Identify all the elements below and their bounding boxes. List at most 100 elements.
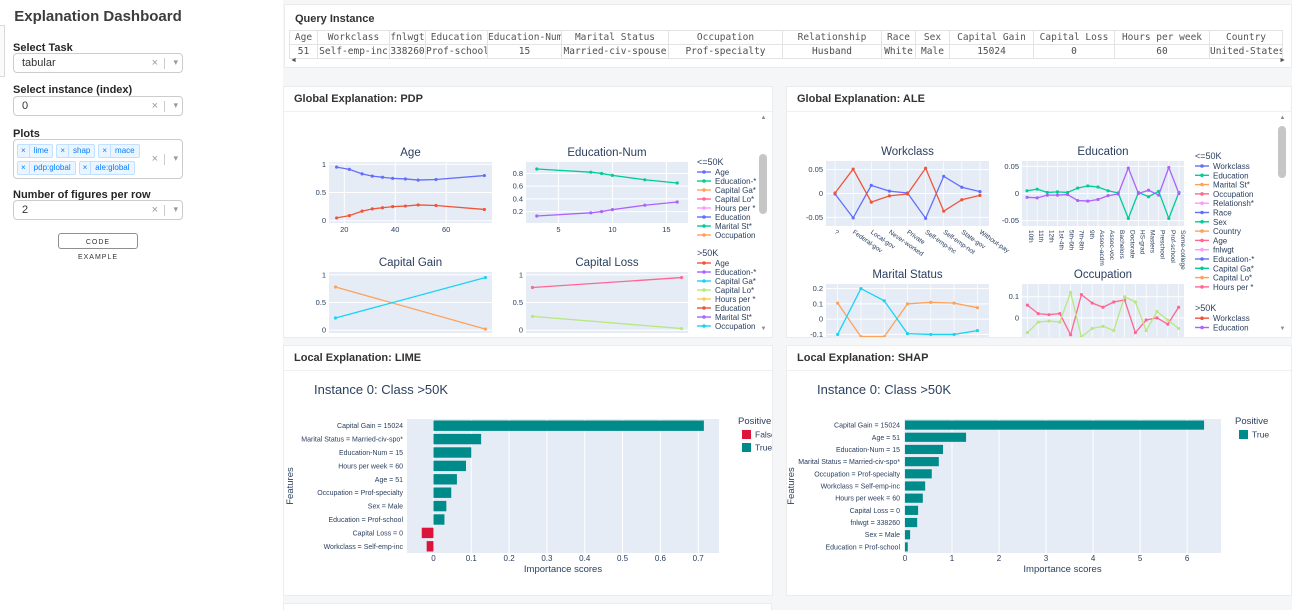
table-cell[interactable]: Male	[915, 44, 950, 59]
shap-chart-svg[interactable]: 0 1 2 3 4 5 6 Capital Gain = 15024 Age = 51 Educa…	[787, 370, 1291, 595]
chart-text: 0.2	[504, 554, 516, 563]
chart-text: False	[755, 430, 772, 440]
table-cell[interactable]: 51	[289, 44, 318, 59]
scroll-down-icon[interactable]: ▼	[1279, 326, 1286, 332]
lime-chart-svg[interactable]: 0 0.1 0.2 0.3 0.4 0.5 0.6 0.7 Capital Gain = 150…	[284, 370, 772, 595]
importance-bar[interactable]	[433, 447, 472, 458]
scroll-up-icon[interactable]: ▲	[760, 115, 767, 121]
plots-multiselect[interactable]: × lime × shap × mace × pdp:global × ale:global × …	[13, 139, 183, 179]
chart-text: 0.05	[1004, 162, 1019, 171]
remove-tag-icon[interactable]: ×	[80, 162, 92, 174]
table-column-header: Education-Num	[487, 30, 562, 45]
table-cell[interactable]: United-States	[1209, 44, 1283, 59]
chart-text: Race	[1213, 209, 1232, 218]
scroll-right-icon[interactable]: ►	[1279, 57, 1286, 64]
table-cell[interactable]: Husband	[782, 44, 882, 59]
pdp-panel-title: Global Explanation: PDP	[294, 93, 423, 105]
legend-swatch[interactable]	[742, 443, 751, 452]
clear-icon[interactable]: ×	[151, 204, 158, 216]
ale-scrollbar[interactable]: ▲ ▼	[1277, 114, 1288, 334]
plot-tag[interactable]: × shap	[56, 144, 96, 158]
remove-tag-icon[interactable]: ×	[18, 162, 30, 174]
table-column-header: Marital Status	[561, 30, 669, 45]
table-cell[interactable]: 0	[1033, 44, 1115, 59]
chart-text: 15	[662, 225, 670, 234]
select-instance-dropdown[interactable]: 0 × ▾	[13, 96, 183, 116]
plot-tag[interactable]: × ale:global	[78, 161, 135, 175]
clear-icon[interactable]: ×	[151, 100, 158, 112]
table-cell[interactable]: 338260	[389, 44, 426, 59]
importance-bar[interactable]	[904, 481, 926, 491]
importance-bar[interactable]	[433, 514, 445, 525]
importance-bar[interactable]	[904, 457, 939, 467]
remove-tag-icon[interactable]: ×	[57, 145, 70, 157]
chart-text: Age = 51	[375, 477, 403, 484]
table-cell[interactable]: Married-civ-spouse	[561, 44, 669, 59]
pdp-chart-area[interactable]: 0 0.5 1 20 40 60 Age 0.2 0.4 0.6 0.8 5 10 15 Education…	[284, 111, 772, 337]
table-cell[interactable]: Self-emp-inc	[317, 44, 390, 59]
importance-bar[interactable]	[904, 469, 932, 479]
chart-text: 1	[322, 160, 326, 169]
chart-text: True	[755, 443, 772, 453]
plot-tag[interactable]: × pdp:global	[17, 161, 76, 175]
legend-swatch[interactable]	[742, 430, 751, 439]
select-task-dropdown[interactable]: tabular × ▾	[13, 53, 183, 73]
importance-bar[interactable]	[904, 517, 918, 528]
importance-bar[interactable]	[433, 474, 457, 485]
importance-bar[interactable]	[904, 420, 1205, 430]
chart-text: Marital St*	[715, 222, 752, 231]
table-cell[interactable]: 60	[1114, 44, 1210, 59]
chart-text: Age	[400, 147, 420, 159]
importance-bar[interactable]	[904, 542, 908, 552]
ale-chart-area[interactable]: -0.05 0 0.05? Federal-gov Local-gov Never-wor…	[787, 111, 1291, 337]
importance-bar[interactable]	[426, 541, 434, 552]
code-example-button[interactable]: CODE EXAMPLE	[58, 233, 138, 261]
pdp-scrollbar[interactable]: ▲ ▼	[758, 114, 769, 334]
importance-bar[interactable]	[421, 527, 434, 539]
table-cell[interactable]: White	[881, 44, 916, 59]
chevron-down-icon[interactable]: ▾	[173, 153, 178, 163]
importance-bar[interactable]	[904, 493, 923, 503]
chevron-down-icon[interactable]: ▾	[173, 204, 178, 214]
scroll-up-icon[interactable]: ▲	[1279, 115, 1286, 121]
table-row: 51 Self-emp-inc 338260 Prof-school 15 Married…	[289, 44, 1283, 59]
table-cell[interactable]: Prof-school	[425, 44, 488, 59]
table-cell[interactable]: 15	[487, 44, 562, 59]
importance-bar[interactable]	[433, 487, 452, 498]
importance-bar[interactable]	[904, 505, 919, 515]
plot-tag-label: pdp:global	[33, 163, 71, 172]
legend-swatch[interactable]	[1239, 430, 1248, 439]
scroll-down-icon[interactable]: ▼	[760, 326, 767, 332]
table-cell[interactable]: Prof-specialty	[668, 44, 783, 59]
importance-bar[interactable]	[904, 444, 944, 455]
remove-tag-icon[interactable]: ×	[99, 145, 112, 157]
chart-text: Education	[715, 304, 751, 313]
scrollbar-thumb[interactable]	[759, 154, 767, 214]
chevron-down-icon[interactable]: ▾	[173, 100, 178, 110]
plot-tag[interactable]: × lime	[17, 144, 54, 158]
chart-text: Education-*	[715, 177, 756, 186]
importance-bar[interactable]	[433, 500, 447, 512]
scroll-left-icon[interactable]: ◄	[290, 57, 297, 64]
importance-bar[interactable]	[433, 420, 704, 431]
table-cell[interactable]: 15024	[949, 44, 1034, 59]
collapsed-drawer-handle[interactable]	[0, 25, 5, 77]
plot-tag[interactable]: × mace	[98, 144, 140, 158]
table-column-header: fnlwgt	[389, 30, 426, 45]
shap-chart-area[interactable]: 0 1 2 3 4 5 6 Capital Gain = 15024 Age = 51 Educa…	[787, 370, 1291, 595]
remove-tag-icon[interactable]: ×	[18, 145, 30, 157]
importance-bar[interactable]	[433, 433, 482, 445]
importance-bar[interactable]	[904, 530, 911, 540]
importance-bar[interactable]	[904, 432, 967, 442]
clear-icon[interactable]: ×	[151, 153, 158, 165]
figures-per-row-dropdown[interactable]: 2 × ▾	[13, 200, 183, 220]
chart-text: Sex = Male	[865, 532, 900, 539]
importance-bar[interactable]	[433, 460, 466, 472]
clear-icon[interactable]: ×	[151, 57, 158, 69]
lime-chart-area[interactable]: 0 0.1 0.2 0.3 0.4 0.5 0.6 0.7 Capital Gain = 150…	[284, 370, 772, 595]
chevron-down-icon[interactable]: ▾	[173, 57, 178, 67]
chart-text: Positive	[1235, 416, 1268, 427]
scrollbar-thumb[interactable]	[1278, 126, 1286, 178]
